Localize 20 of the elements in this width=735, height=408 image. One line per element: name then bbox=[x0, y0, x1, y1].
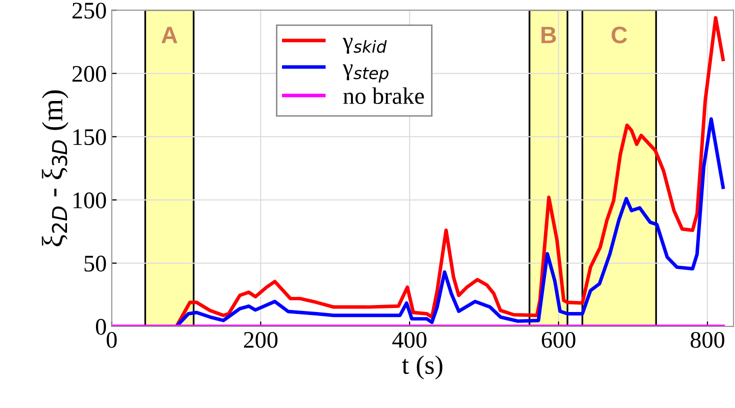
legend-label: no brake bbox=[343, 87, 424, 104]
y-axis-title: ξ$_{2D}$ - ξ$_{3D}$ (m) bbox=[42, 90, 68, 246]
y-tick-label: 250 bbox=[72, 2, 106, 19]
x-tick-label: 200 bbox=[244, 332, 278, 348]
line-series bbox=[174, 117, 725, 326]
y-tick-label: 0 bbox=[96, 318, 106, 335]
legend-label: γ$_{skid}$ bbox=[342, 38, 387, 54]
y-tick-label: 150 bbox=[74, 129, 106, 146]
y-tick-label: 100 bbox=[74, 192, 106, 208]
legend-label: γ$_{step}$ bbox=[342, 64, 388, 83]
band-label: A bbox=[161, 26, 178, 44]
y-tick-label: 50 bbox=[84, 256, 106, 272]
y-tick-label: 200 bbox=[72, 66, 106, 82]
x-tick-label: 400 bbox=[392, 332, 426, 348]
band-label: C bbox=[612, 26, 628, 44]
band-label: B bbox=[542, 26, 556, 44]
x-axis-title: t (s) bbox=[402, 355, 442, 380]
x-tick-label: 600 bbox=[542, 332, 576, 348]
x-tick-label: 0 bbox=[106, 332, 117, 348]
x-tick-label: 800 bbox=[690, 332, 724, 348]
